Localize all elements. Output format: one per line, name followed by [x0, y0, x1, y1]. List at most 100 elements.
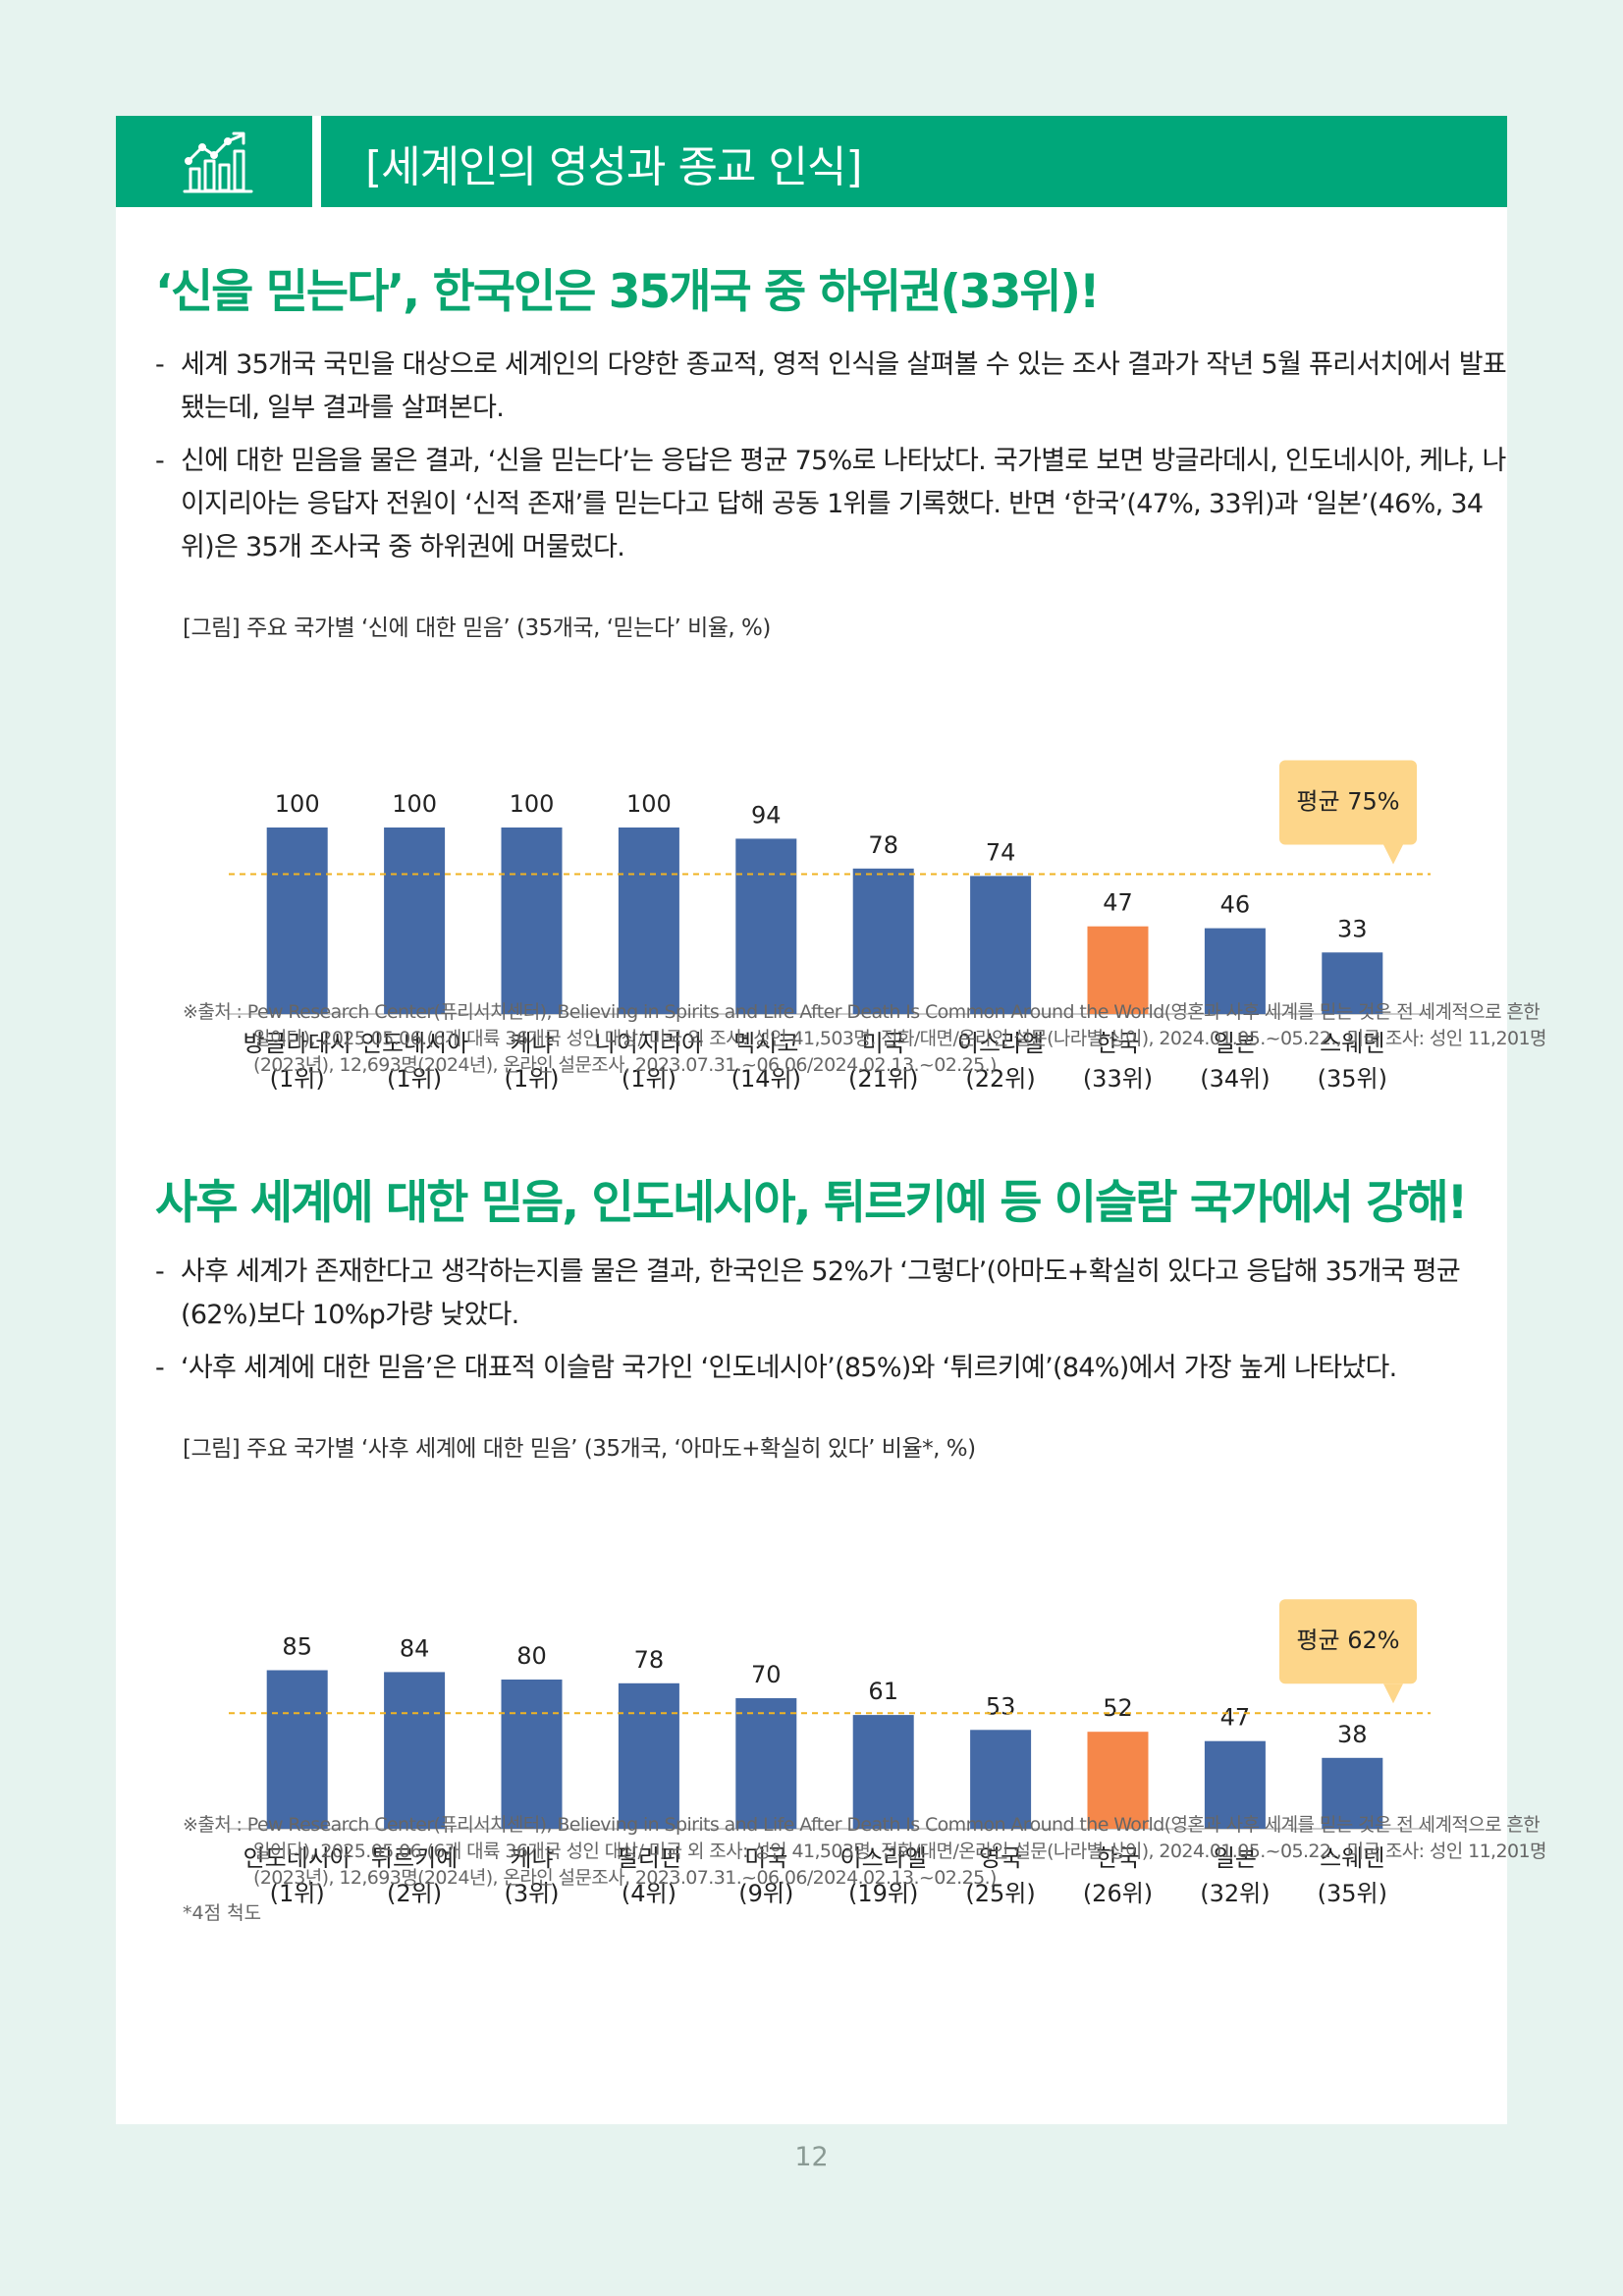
chart-value-label: 61 [868, 1678, 898, 1705]
chart-rank-label: (25위) [965, 1880, 1035, 1907]
section2-bullets: 사후 세계가 존재한다고 생각하는지를 물은 결과, 한국인은 52%가 ‘그렇… [155, 1251, 1510, 1400]
chart-value-label: 47 [1220, 1704, 1251, 1732]
chart-value-label: 74 [986, 838, 1016, 866]
chart-category-label: 이스라엘 [840, 1844, 927, 1872]
chart-bar [618, 1682, 679, 1829]
average-callout-pointer [1383, 844, 1403, 865]
source2-label: ※출처 : [183, 1814, 247, 1836]
chart-rank-label: (1위) [270, 1065, 325, 1093]
chart-rank-label: (1위) [622, 1065, 676, 1093]
chart-bar [1087, 926, 1149, 1014]
chart-rank-label: (2위) [387, 1880, 442, 1907]
section2-bullet: ‘사후 세계에 대한 믿음’은 대표적 이슬람 국가인 ‘인도네시아’(85%)… [155, 1347, 1510, 1390]
average-callout: 평균 75% [1279, 760, 1417, 865]
source1: ※출처 : Pew Research Center(퓨리서치센터), Belie… [183, 999, 1559, 1079]
chart-category-label: 튀르키예 [371, 1844, 458, 1872]
chart-value-label: 100 [275, 790, 320, 818]
section1-bullet: 세계 35개국 국민을 대상으로 세계인의 다양한 종교적, 영적 인식을 살펴… [155, 344, 1510, 430]
chart-category-label: 나이지리아 [595, 1030, 703, 1057]
chart-category-label: 멕시코 [733, 1030, 798, 1057]
source2-text: Pew Research Center(퓨리서치센터), Believing i… [246, 1814, 1547, 1889]
chart-value-label: 47 [1103, 889, 1133, 917]
average-callout-box [1279, 1599, 1417, 1684]
figure1-caption: [그림] 주요 국가별 ‘신에 대한 믿음’ (35개국, ‘믿는다’ 비율, … [183, 615, 771, 641]
chart-rank-label: (9위) [738, 1880, 793, 1907]
source1-text: Pew Research Center(퓨리서치센터), Believing i… [246, 1001, 1547, 1076]
chart-category-label: 인도네시아 [360, 1030, 468, 1057]
footnote: *4점 척도 [183, 1902, 262, 1924]
chart-bar [384, 1672, 446, 1829]
section2-title: 사후 세계에 대한 믿음, 인도네시아, 튀르키예 등 이슬람 국가에서 강해! [155, 1176, 1468, 1230]
chart-bar [501, 828, 563, 1014]
chart-rank-label: (34위) [1200, 1065, 1270, 1093]
chart-value-label: 80 [516, 1642, 547, 1670]
chart-category-label: 일본 [1214, 1030, 1257, 1057]
average-callout-label: 평균 62% [1296, 1627, 1399, 1654]
chart-rank-label: (4위) [622, 1880, 676, 1907]
average-callout-label: 평균 75% [1296, 788, 1399, 816]
chart-rank-label: (22위) [965, 1065, 1035, 1093]
chart-value-label: 78 [868, 831, 898, 859]
chart-rank-label: (14위) [731, 1065, 801, 1093]
chart-category-label: 인도네시아 [243, 1844, 351, 1872]
chart-bar [735, 838, 797, 1014]
chart-category-label: 방글라데시 [243, 1030, 351, 1057]
chart-rank-label: (21위) [848, 1065, 918, 1093]
chart-category-label: 일본 [1214, 1844, 1257, 1872]
chart-bar [384, 828, 446, 1014]
chart-bar [1204, 1740, 1266, 1829]
chart1-svg: 100 방글라데시 (1위) 100 인도네시아 (1위) 100 케냐 (1위) 100 나이지리… [229, 760, 1431, 1093]
section1-bullet: 신에 대한 믿음을 물은 결과, ‘신을 믿는다’는 응답은 평균 75%로 나… [155, 440, 1510, 569]
chart-bar [1322, 952, 1383, 1014]
chart-rank-label: (3위) [504, 1880, 559, 1907]
chart-value-label: 100 [392, 790, 437, 818]
chart-value-label: 85 [282, 1633, 312, 1661]
chart-category-label: 미국 [744, 1844, 787, 1872]
chart-value-label: 78 [634, 1646, 665, 1674]
page-sheet: [세계인의 영성과 종교 인식] ‘신을 믿는다’, 한국인은 35개국 중 하… [116, 116, 1546, 2124]
header-title: [세계인의 영성과 종교 인식] [365, 142, 863, 192]
chart-value-label: 70 [751, 1661, 782, 1688]
chart-bar [970, 1730, 1032, 1829]
chart-bar [266, 828, 328, 1014]
average-callout-pointer [1383, 1683, 1403, 1704]
chart-category-label: 스웨덴 [1320, 1030, 1384, 1057]
chart-bar [735, 1698, 797, 1829]
chart-value-label: 94 [751, 801, 782, 828]
average-callout-box [1279, 760, 1417, 845]
chart-bar [852, 1715, 914, 1829]
chart-rank-label: (35위) [1318, 1065, 1387, 1093]
chart-value-label: 100 [626, 790, 672, 818]
chart-rank-label: (33위) [1083, 1065, 1153, 1093]
chart-bar [852, 868, 914, 1014]
section1-bullets: 세계 35개국 국민을 대상으로 세계인의 다양한 종교적, 영적 인식을 살펴… [155, 344, 1510, 579]
chart-bar [618, 828, 679, 1014]
chart-rank-label: (1위) [387, 1065, 442, 1093]
chart-category-label: 케냐 [510, 1844, 553, 1872]
source2: ※출처 : Pew Research Center(퓨리서치센터), Belie… [183, 1812, 1559, 1892]
chart-rank-label: (1위) [504, 1065, 559, 1093]
chart-value-label: 52 [1103, 1694, 1133, 1722]
chart-bar [1204, 928, 1266, 1014]
chart-category-label: 필리핀 [617, 1844, 681, 1872]
chart-bar [1087, 1732, 1149, 1829]
chart-rank-label: (26위) [1083, 1880, 1153, 1907]
chart-rank-label: (35위) [1318, 1880, 1387, 1907]
figure2-caption: [그림] 주요 국가별 ‘사후 세계에 대한 믿음’ (35개국, ‘아마도+확… [183, 1436, 976, 1462]
chart2-svg: 85 인도네시아 (1위) 84 튀르키예 (2위) 80 케냐 (3위) 78 필리핀 (4위) 70… [229, 1599, 1431, 1907]
header-bar: [세계인의 영성과 종교 인식] [116, 116, 1507, 207]
chart2: 85 인도네시아 (1위) 84 튀르키예 (2위) 80 케냐 (3위) 78 필리핀 (4위) 70… [175, 1461, 1471, 1922]
chart-category-label: 이스라엘 [957, 1030, 1044, 1057]
chart-category-label: 영국 [979, 1844, 1022, 1872]
chart-bar [970, 876, 1032, 1014]
chart-bar [266, 1670, 328, 1829]
chart-bar [501, 1680, 563, 1829]
chart-value-label: 38 [1337, 1721, 1368, 1748]
source1-label: ※출처 : [183, 1001, 247, 1023]
average-callout: 평균 62% [1279, 1599, 1417, 1704]
chart-rank-label: (19위) [848, 1880, 918, 1907]
section1-title: ‘신을 믿는다’, 한국인은 35개국 중 하위권(33위)! [155, 265, 1100, 319]
chart-value-label: 33 [1337, 915, 1368, 942]
chart-value-label: 46 [1220, 891, 1251, 919]
chart-category-label: 스웨덴 [1320, 1844, 1384, 1872]
